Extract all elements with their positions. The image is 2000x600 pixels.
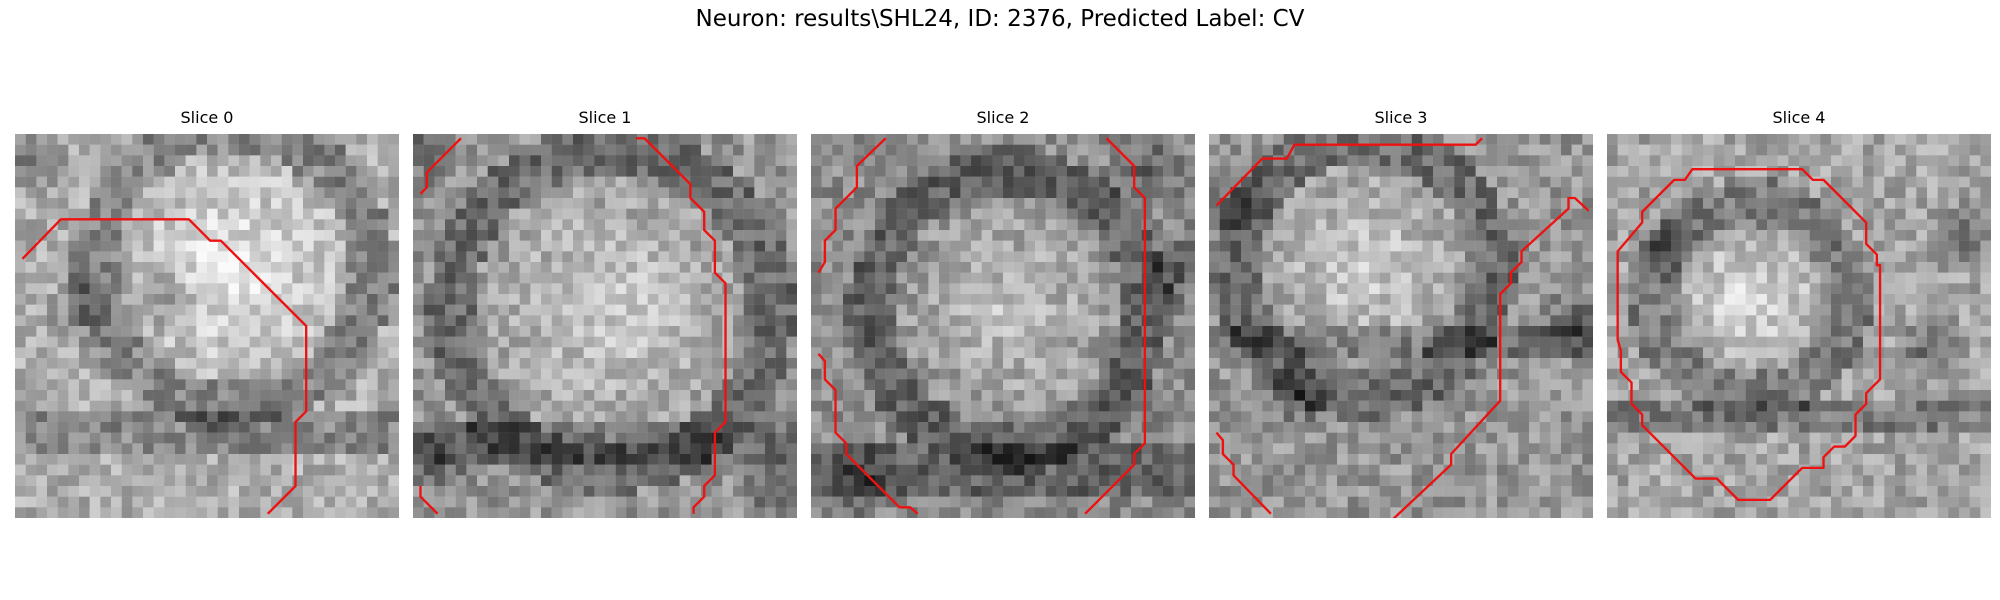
- slice-image: [413, 134, 797, 518]
- contour-line: [1215, 431, 1272, 515]
- slice-image: [15, 134, 399, 518]
- panel-title: Slice 0: [180, 108, 234, 127]
- contour-line: [1392, 196, 1590, 518]
- contour-line: [817, 352, 919, 515]
- panel-title: Slice 3: [1374, 108, 1428, 127]
- contour-line: [419, 486, 439, 515]
- panel-title: Slice 4: [1772, 108, 1826, 127]
- contour-line: [817, 137, 887, 274]
- contour-line: [1616, 168, 1882, 502]
- panel-title: Slice 1: [578, 108, 632, 127]
- contour-line: [21, 218, 308, 515]
- figure-title: Neuron: results\SHL24, ID: 2376, Predict…: [695, 6, 1305, 32]
- slice-image: [811, 134, 1195, 518]
- contour-line: [419, 137, 462, 195]
- contour-line: [1084, 137, 1147, 515]
- panel-title: Slice 2: [976, 108, 1030, 127]
- contour-line: [1215, 137, 1483, 207]
- slice-image: [1607, 134, 1991, 518]
- slice-image: [1209, 134, 1593, 518]
- contour-line: [635, 137, 727, 514]
